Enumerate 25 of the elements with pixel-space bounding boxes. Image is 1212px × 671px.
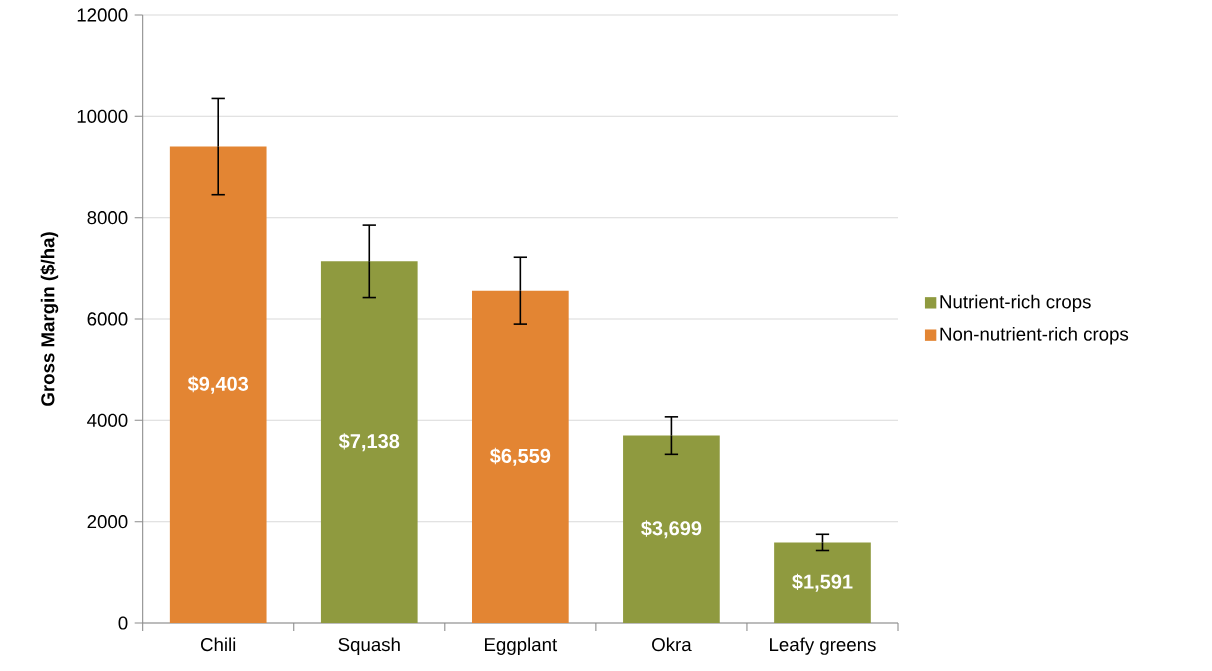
legend-label: Non-nutrient-rich crops	[940, 326, 1129, 345]
y-axis-title: Gross Margin ($/ha)	[40, 232, 59, 406]
y-tick-label: 4000	[87, 413, 128, 427]
bar	[472, 290, 569, 623]
x-tick-label: Squash	[338, 637, 400, 655]
bar	[169, 146, 267, 623]
y-tick-label: 0	[118, 616, 128, 630]
legend-label: Nutrient-rich crops	[940, 294, 1091, 313]
x-tick-label: Eggplant	[485, 637, 558, 655]
y-tick-label: 2000	[87, 515, 128, 529]
x-tick-label: Chili	[200, 637, 236, 652]
y-tick-label: 8000	[87, 211, 128, 225]
data-label: $7,138	[338, 433, 400, 452]
bar	[623, 435, 720, 623]
data-label: $9,403	[187, 375, 249, 394]
data-label: $3,699	[641, 520, 702, 539]
x-tick-label: Leafy greens	[770, 637, 876, 655]
y-tick-label: 6000	[87, 312, 128, 326]
data-label: $6,559	[490, 447, 551, 466]
data-label: $1,591	[792, 573, 853, 592]
y-tick-label: 12000	[77, 8, 128, 22]
bar	[320, 261, 418, 623]
x-tick-label: Okra	[652, 637, 692, 652]
bar	[774, 542, 871, 623]
y-tick-label: 10000	[77, 109, 128, 123]
